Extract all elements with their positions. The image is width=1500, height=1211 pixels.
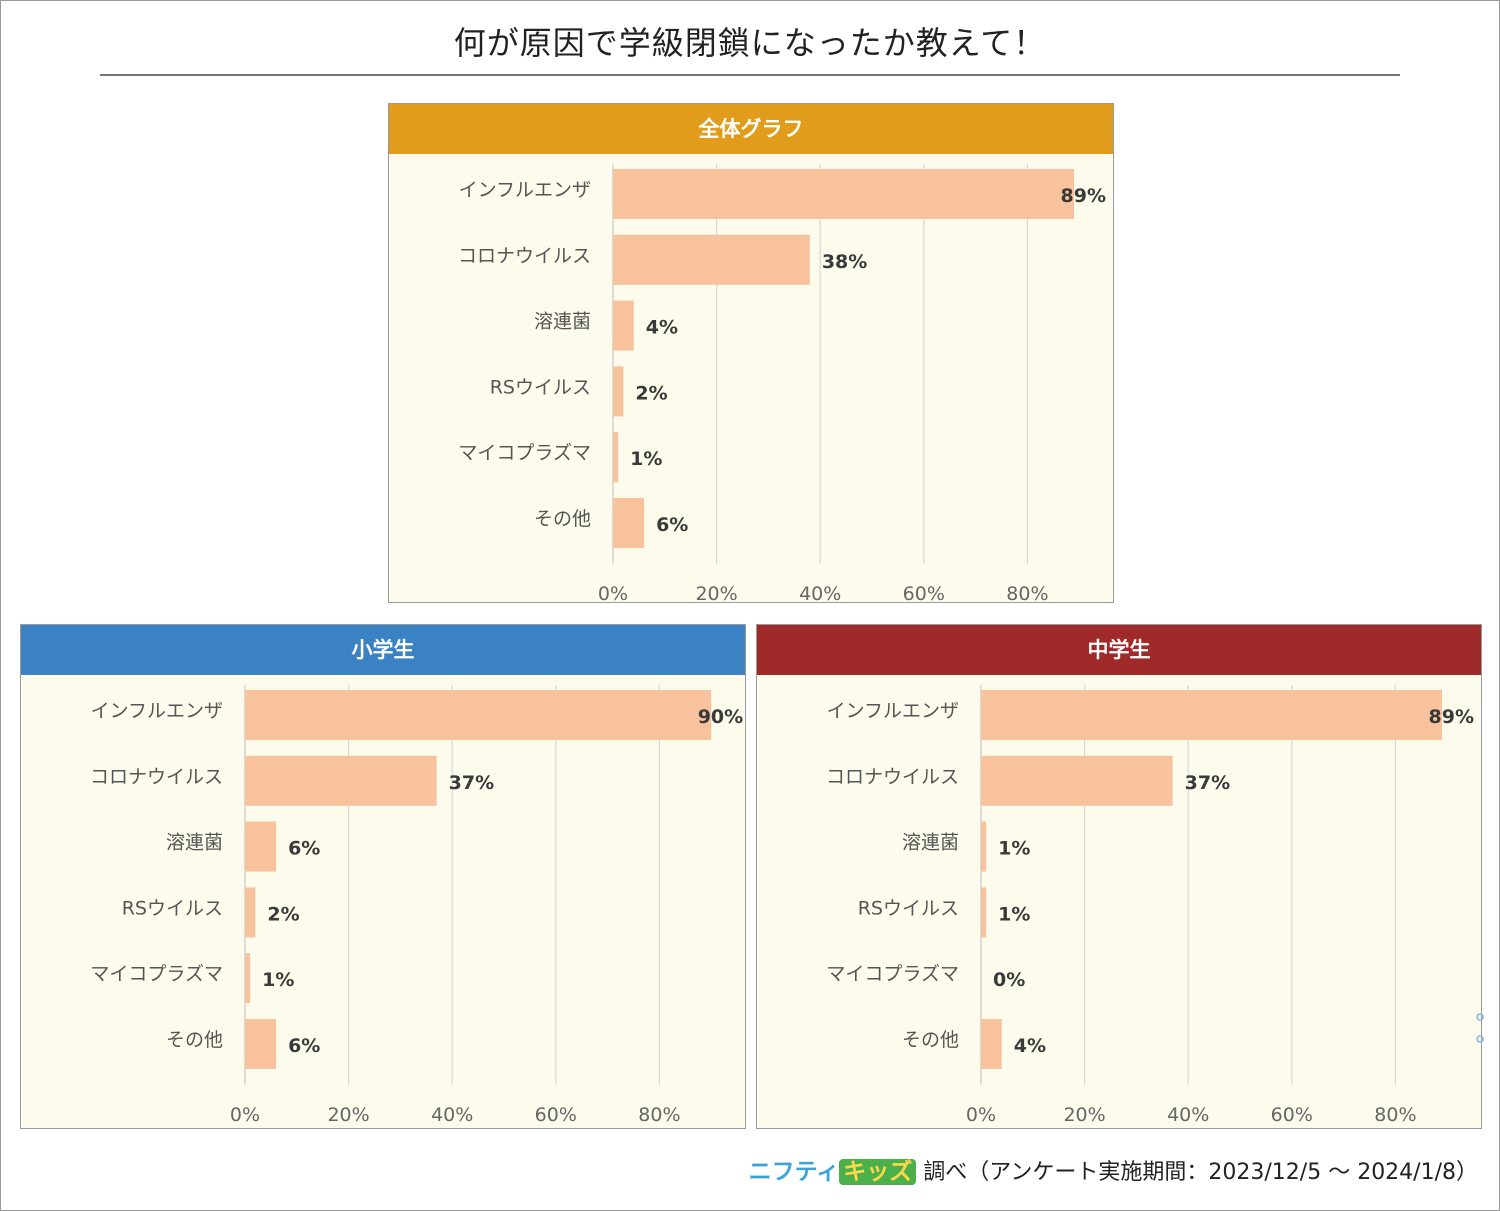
bar bbox=[613, 169, 1075, 219]
bar bbox=[981, 887, 987, 938]
title-divider bbox=[100, 74, 1400, 76]
category-label: RSウイルス bbox=[490, 376, 591, 398]
value-label: 6% bbox=[288, 838, 320, 860]
bar bbox=[245, 887, 256, 938]
value-label: 89% bbox=[1061, 185, 1106, 207]
category-label: RSウイルス bbox=[858, 897, 959, 919]
x-tick-label: 80% bbox=[1374, 1104, 1416, 1126]
value-label: 4% bbox=[646, 317, 678, 339]
panel-header-elementary: 小学生 bbox=[21, 625, 745, 675]
category-label: コロナウイルス bbox=[90, 766, 223, 788]
value-label: 1% bbox=[998, 838, 1030, 860]
x-tick-label: 60% bbox=[535, 1104, 577, 1126]
category-label: 溶連菌 bbox=[534, 311, 591, 333]
category-label: インフルエンザ bbox=[827, 700, 959, 722]
source-footer: ニフティ キッズ 調べ（アンケート実施期間：2023/12/5 ～ 2024/1/… bbox=[749, 1152, 1478, 1186]
brand-logo-nifty: ニフティ bbox=[748, 1159, 840, 1185]
x-tick-label: 0% bbox=[230, 1104, 260, 1126]
category-label: その他 bbox=[534, 508, 591, 530]
x-tick-label: 40% bbox=[1167, 1104, 1209, 1126]
bar bbox=[245, 755, 437, 806]
x-tick-label: 20% bbox=[327, 1104, 369, 1126]
category-label: インフルエンザ bbox=[459, 179, 591, 201]
bar bbox=[981, 690, 1443, 740]
value-label: 2% bbox=[267, 903, 299, 925]
value-label: 90% bbox=[698, 706, 743, 728]
value-label: 38% bbox=[822, 251, 867, 273]
value-label: 1% bbox=[630, 448, 662, 470]
x-tick-label: 60% bbox=[903, 583, 945, 602]
x-tick-label: 40% bbox=[431, 1104, 473, 1126]
category-label: コロナウイルス bbox=[826, 766, 959, 788]
value-label: 2% bbox=[635, 382, 667, 404]
value-label: 4% bbox=[1014, 1035, 1046, 1057]
chart-panel-elementary: 小学生 0% 20% 40% 60% 80% インフルエンザ 90% コロナウイルス 37% 溶連… bbox=[20, 624, 746, 1129]
bar-chart-elementary: 0% 20% 40% 60% 80% インフルエンザ 90% コロナウイルス 37% 溶連菌 6% R… bbox=[90, 685, 743, 1126]
x-tick-label: 20% bbox=[695, 583, 737, 602]
bar bbox=[613, 498, 645, 548]
category-label: マイコプラズマ bbox=[826, 963, 959, 985]
decorative-bubbles bbox=[1476, 1013, 1484, 1043]
bar-chart-junior: 0% 20% 40% 60% 80% インフルエンザ 89% コロナウイルス 37% 溶連菌 1% R… bbox=[826, 685, 1474, 1126]
x-tick-label: 40% bbox=[799, 583, 841, 602]
bar bbox=[245, 1019, 277, 1069]
category-label: コロナウイルス bbox=[458, 245, 591, 267]
value-label: 1% bbox=[262, 969, 294, 991]
category-label: 溶連菌 bbox=[166, 832, 223, 854]
bar bbox=[613, 366, 624, 417]
category-label: マイコプラズマ bbox=[458, 442, 591, 464]
page-title: 何が原因で学級閉鎖になったか教えて！ bbox=[453, 24, 1047, 62]
bar-chart-overall: 0% 20% 40% 60% 80% インフルエンザ 89% コロナウイルス 38% 溶連菌 4% R… bbox=[458, 164, 1106, 602]
value-label: 6% bbox=[288, 1035, 320, 1057]
category-label: マイコプラズマ bbox=[90, 963, 223, 985]
bar bbox=[613, 234, 810, 285]
value-label: 37% bbox=[1185, 772, 1230, 794]
category-label: 溶連菌 bbox=[902, 832, 959, 854]
category-label: その他 bbox=[166, 1029, 223, 1051]
bar bbox=[613, 300, 634, 351]
x-tick-label: 0% bbox=[598, 583, 628, 602]
category-label: RSウイルス bbox=[122, 897, 223, 919]
bar bbox=[245, 821, 277, 872]
brand-logo-kids: キッズ bbox=[839, 1159, 917, 1185]
category-label: その他 bbox=[902, 1029, 959, 1051]
x-tick-label: 80% bbox=[638, 1104, 680, 1126]
x-tick-label: 80% bbox=[1006, 583, 1048, 602]
bar bbox=[245, 953, 251, 1004]
category-label: インフルエンザ bbox=[91, 700, 223, 722]
value-label: 37% bbox=[449, 772, 494, 794]
chart-panel-overall: 全体グラフ 0% 20% 40% 60% 80% インフルエンザ 89% コロナウイルス 38%… bbox=[388, 103, 1114, 603]
bar bbox=[981, 755, 1173, 806]
value-label: 0% bbox=[993, 969, 1025, 991]
bar bbox=[245, 690, 712, 740]
x-tick-label: 20% bbox=[1063, 1104, 1105, 1126]
value-label: 1% bbox=[998, 903, 1030, 925]
value-label: 6% bbox=[656, 514, 688, 536]
bar bbox=[613, 432, 619, 483]
survey-period-text: 調べ（アンケート実施期間：2023/12/5 ～ 2024/1/8） bbox=[923, 1160, 1478, 1185]
panel-header-overall: 全体グラフ bbox=[389, 104, 1113, 154]
value-label: 89% bbox=[1429, 706, 1474, 728]
bar bbox=[981, 1019, 1002, 1069]
chart-panel-junior: 中学生 0% 20% 40% 60% 80% インフルエンザ 89% コロナウイルス 37% 溶連… bbox=[756, 624, 1482, 1129]
x-tick-label: 60% bbox=[1271, 1104, 1313, 1126]
panel-header-junior: 中学生 bbox=[757, 625, 1481, 675]
x-tick-label: 0% bbox=[966, 1104, 996, 1126]
bar bbox=[981, 821, 987, 872]
